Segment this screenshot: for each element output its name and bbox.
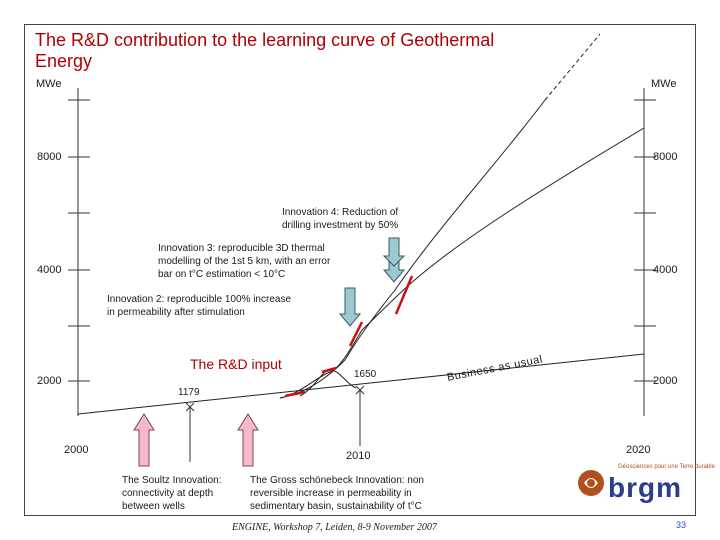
y-label-right-8000: 8000	[653, 151, 678, 163]
footer-text: ENGINE, Workshop 7, Leiden, 8-9 November…	[232, 522, 437, 533]
y-label-left-8000: 8000	[37, 151, 62, 163]
rd-hump	[299, 369, 357, 397]
gross-arrow	[237, 413, 259, 467]
brgm-logo: Géosciences pour une Terre durable brgm	[574, 462, 715, 510]
y-label-left-2000: 2000	[37, 375, 62, 387]
curve-upper-extension	[544, 33, 601, 101]
marker-1650: 1650	[354, 369, 377, 380]
x-label-2010: 2010	[346, 450, 371, 462]
innovation4-note: Innovation 4: Reduction of drilling inve…	[282, 207, 399, 231]
innovation-segments	[284, 275, 414, 398]
y-label-right-2000: 2000	[653, 375, 678, 387]
marker-1179: 1179	[178, 387, 200, 398]
curve-middle	[279, 127, 645, 399]
y-unit-right: MWe	[651, 78, 677, 90]
slide-title: The R&D contribution to the learning cur…	[35, 30, 495, 71]
soultz-arrow	[133, 413, 155, 467]
rd-input-label: The R&D input	[190, 356, 282, 372]
innovation2-arrow	[338, 287, 362, 327]
innovation3-note: Innovation 3: reproducible 3D thermal mo…	[158, 243, 331, 280]
x-markers	[185, 385, 365, 412]
innovation4-arrow	[382, 237, 406, 267]
y-unit-left: MWe	[36, 78, 62, 90]
gross-caption: The Gross schönebeck Innovation: non rev…	[250, 475, 424, 512]
slide-frame	[24, 24, 696, 516]
x-label-2000: 2000	[64, 444, 89, 456]
curve-upper	[279, 99, 546, 399]
right-ticks	[634, 99, 656, 382]
business-as-usual-line	[77, 353, 645, 415]
soultz-caption: The Soultz Innovation: connectivity at d…	[122, 475, 222, 512]
y-label-left-4000: 4000	[37, 264, 62, 276]
x-label-2020: 2020	[626, 444, 651, 456]
left-ticks	[68, 99, 90, 382]
brgm-emblem-icon	[578, 470, 604, 496]
innovation2-note: Innovation 2: reproducible 100% increase…	[107, 294, 292, 318]
y-label-right-4000: 4000	[653, 264, 678, 276]
brgm-wordmark: brgm	[608, 472, 682, 503]
brgm-tagline: Géosciences pour une Terre durable	[618, 464, 715, 470]
page-number: 33	[676, 520, 687, 530]
